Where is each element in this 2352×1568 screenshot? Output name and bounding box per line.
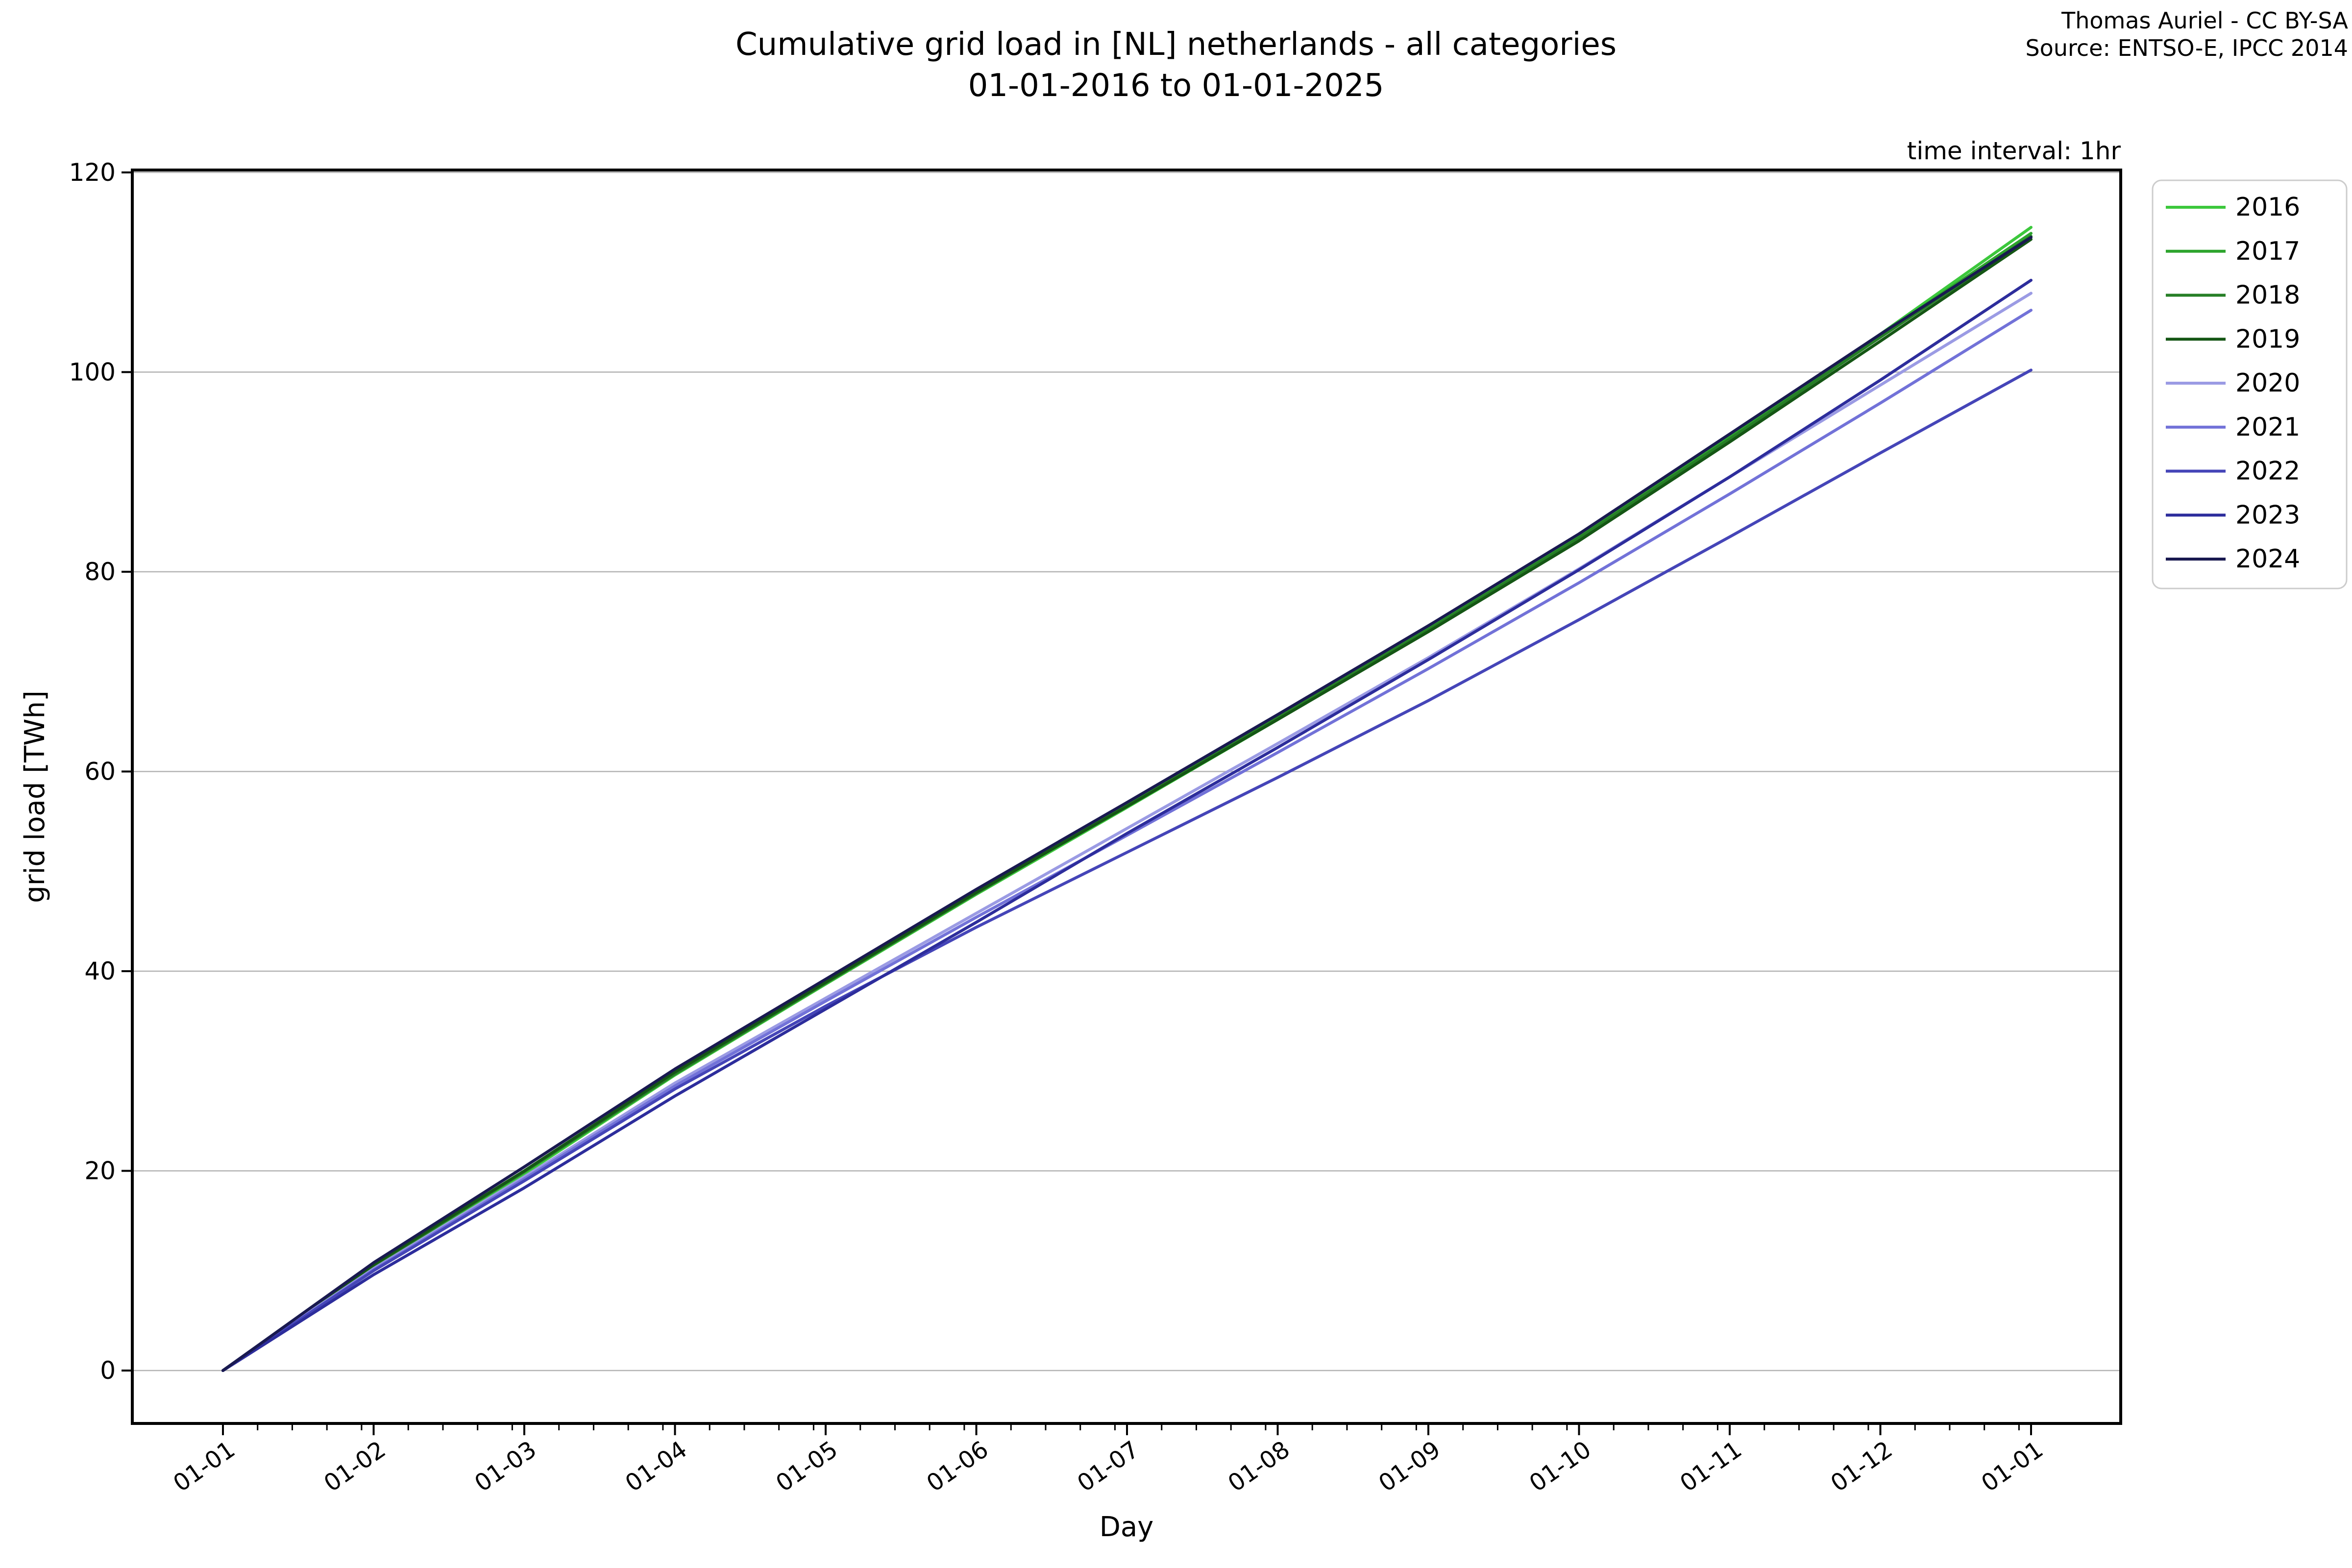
gridlines [132,172,2121,1372]
credit-author: Thomas Auriel - CC BY-SA [2061,7,2348,34]
x-tick-label-3: 01-04 [620,1436,692,1497]
x-axis-title: Day [1100,1511,1154,1543]
x-tick-label-8: 01-09 [1374,1436,1446,1497]
y-axis-title: grid load [TWh] [19,690,51,903]
y-tick-label-60: 60 [84,757,116,785]
x-tick-label-9: 01-10 [1524,1436,1596,1497]
series-lines [221,225,2033,1372]
series-line-2022 [221,368,2033,1372]
series-line-2023 [221,278,2033,1372]
legend-item-2017: 2017 [2166,237,2300,266]
legend: 2016 2017 2018 2019 2020 2021 2022 2023 2024 [2152,179,2348,589]
legend-item-2024: 2024 [2166,544,2300,574]
legend-item-2021: 2021 [2166,413,2300,442]
legend-label-2017: 2017 [2235,237,2300,266]
y-tick-label-100: 100 [69,358,116,386]
legend-label-2022: 2022 [2235,457,2300,486]
series-line-2024 [221,236,2033,1372]
x-tick-label-10: 01-11 [1675,1436,1747,1497]
x-tick-label-4: 01-05 [771,1436,843,1497]
x-tick-label-2: 01-03 [470,1436,541,1497]
legend-label-2020: 2020 [2235,368,2300,398]
x-tick-label-1: 01-02 [319,1436,391,1497]
legend-label-2016: 2016 [2235,193,2300,222]
legend-label-2023: 2023 [2235,500,2300,530]
x-tick-label-6: 01-07 [1073,1436,1144,1497]
x-tick-label-12: 01-01 [1977,1436,2048,1497]
legend-label-2024: 2024 [2235,544,2300,574]
credit-source: Source: ENTSO-E, IPCC 2014 [2025,35,2348,61]
y-tick-label-80: 80 [84,558,116,586]
chart-title-line2: 01-01-2016 to 01-01-2025 [968,68,1384,104]
time-interval-note: time interval: 1hr [1907,137,2121,165]
legend-label-2019: 2019 [2235,324,2300,354]
legend-item-2018: 2018 [2166,281,2300,310]
series-line-2019 [221,238,2033,1372]
chart-title-line1: Cumulative grid load in [NL] netherlands… [735,26,1617,63]
legend-item-2022: 2022 [2166,457,2300,486]
x-tick-label-11: 01-12 [1826,1436,1897,1497]
y-tick-label-120: 120 [69,158,116,187]
legend-item-2020: 2020 [2166,368,2300,398]
y-tick-label-0: 0 [100,1356,116,1385]
legend-label-2021: 2021 [2235,413,2300,442]
legend-item-2016: 2016 [2166,193,2300,222]
legend-item-2023: 2023 [2166,500,2300,530]
x-tick-label-7: 01-08 [1223,1436,1295,1497]
legend-item-2019: 2019 [2166,324,2300,354]
x-axis: 01-01 01-02 01-03 01-04 01-05 01-06 01-07 01-08… [169,1423,2048,1497]
legend-label-2018: 2018 [2235,281,2300,310]
series-line-2021 [221,309,2033,1372]
x-tick-label-0: 01-01 [169,1436,240,1497]
y-tick-label-40: 40 [84,957,116,985]
y-tick-label-20: 20 [84,1156,116,1185]
x-tick-label-5: 01-06 [922,1436,993,1497]
legend-box [2152,179,2348,589]
y-axis: 0 20 40 60 80 100 120 [69,158,132,1385]
